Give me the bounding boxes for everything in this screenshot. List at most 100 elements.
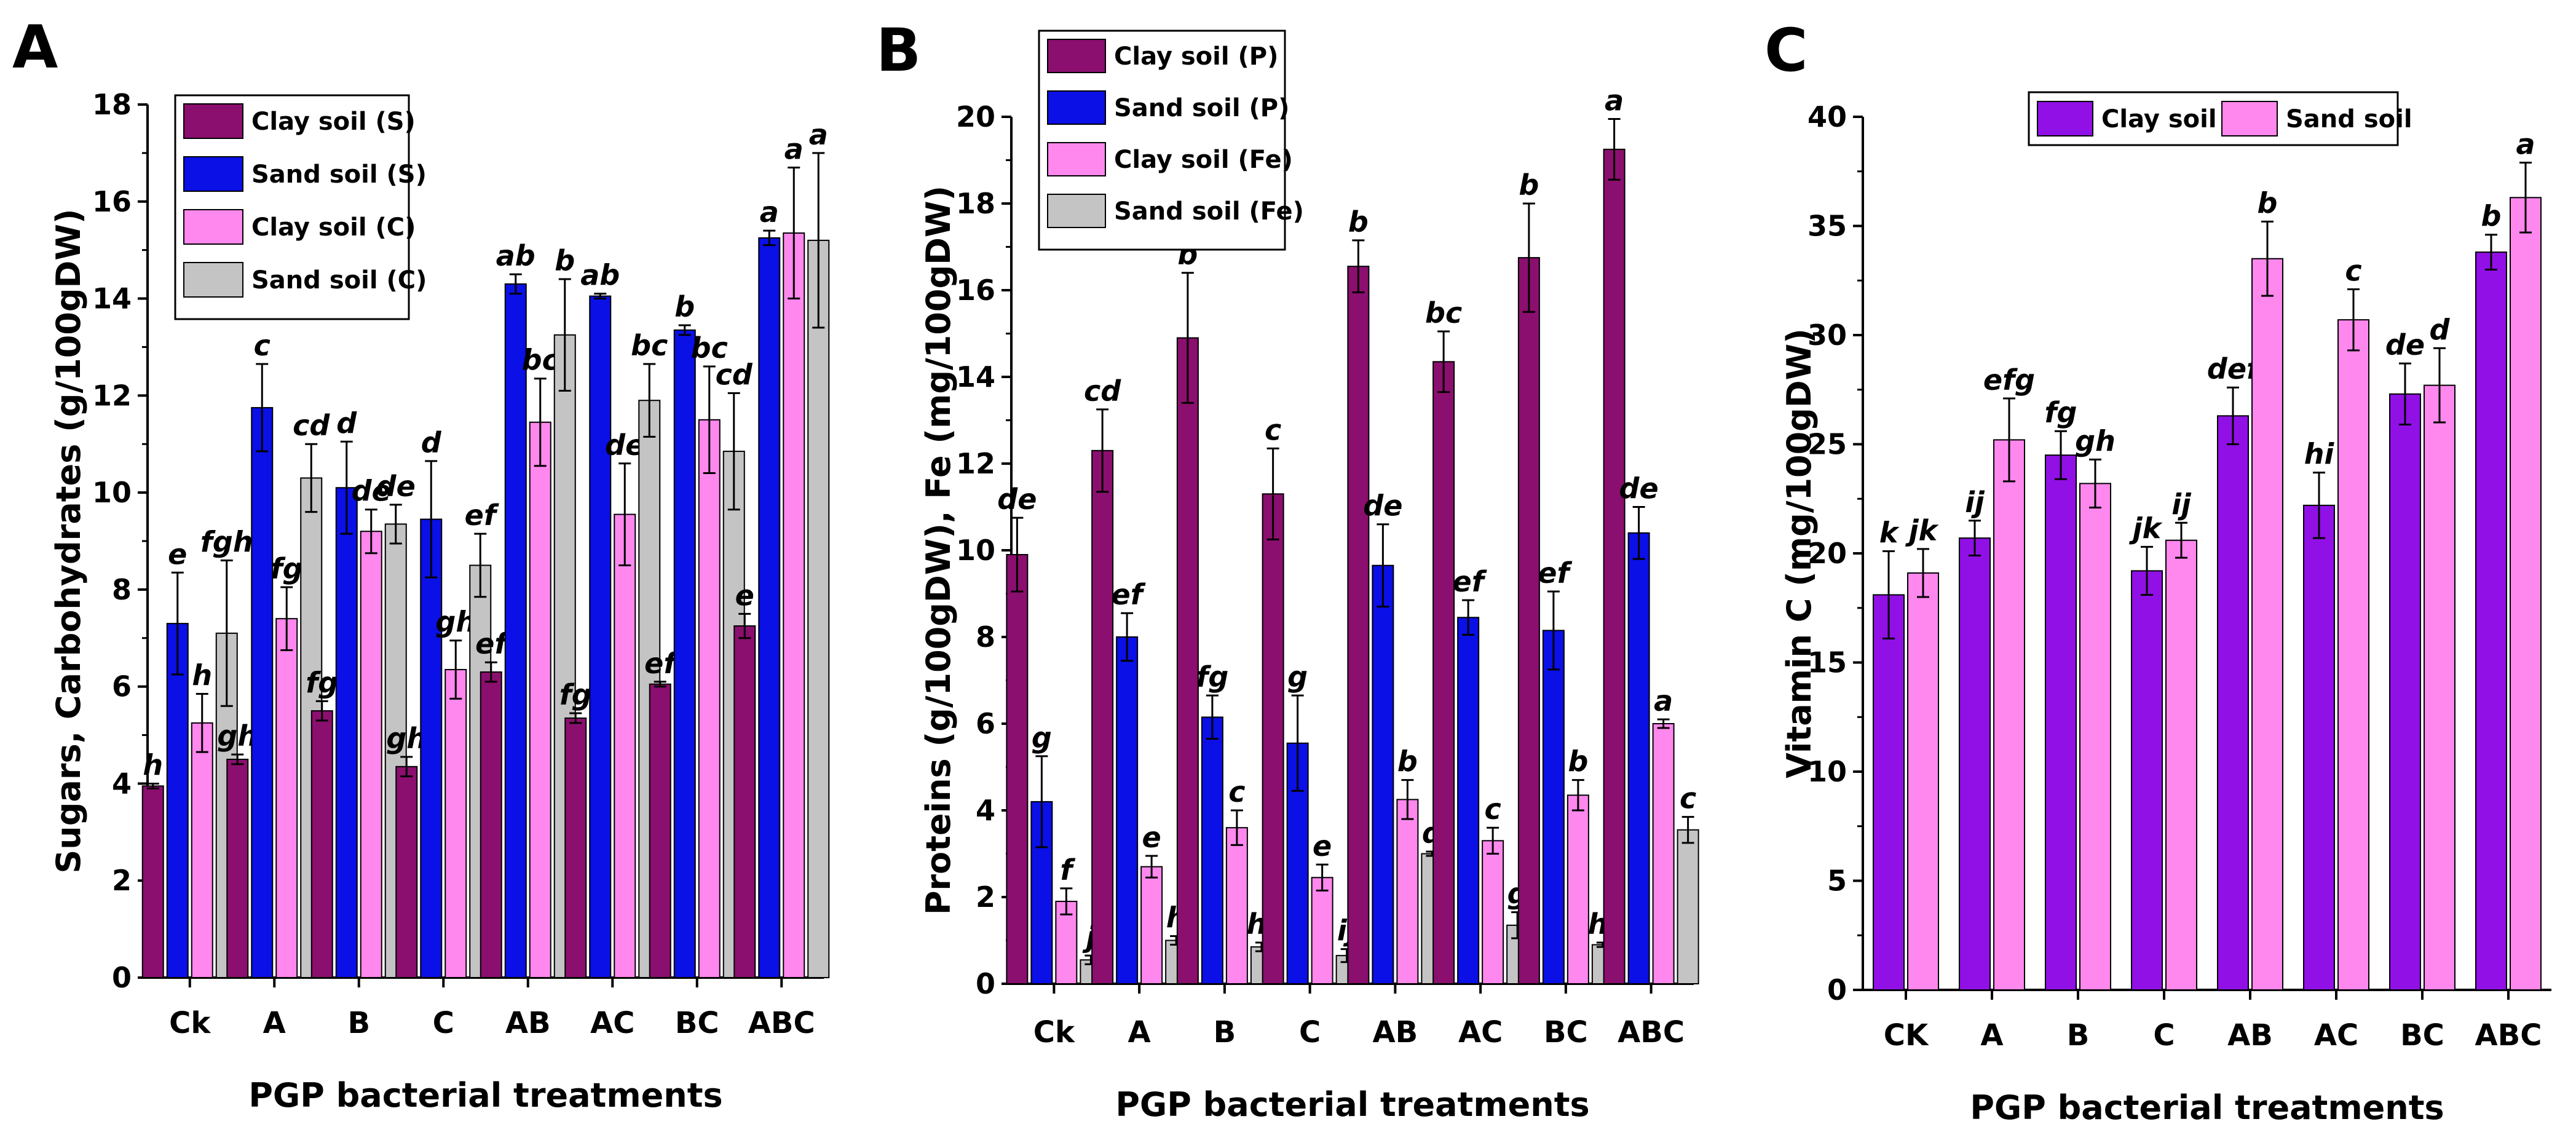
bar <box>2165 539 2197 991</box>
significance-label: gh <box>2075 424 2116 457</box>
bar <box>2045 454 2077 991</box>
y-tick-label: 25 <box>1808 428 1847 461</box>
bar <box>1030 801 1053 985</box>
bar <box>191 722 213 979</box>
bar <box>529 421 551 978</box>
significance-label: ef <box>1538 556 1572 590</box>
bar <box>807 239 830 978</box>
y-tick-label: 0 <box>1827 973 1847 1007</box>
y-tick-label: 5 <box>1827 864 1847 898</box>
significance-label: ab <box>580 259 620 292</box>
bar <box>1652 723 1675 984</box>
x-axis-title: PGP bacterial treatments <box>1115 1085 1589 1124</box>
bar <box>310 710 333 978</box>
significance-label: a <box>1605 84 1624 117</box>
bar <box>275 618 298 978</box>
bar <box>1457 617 1480 984</box>
significance-label: c <box>1484 793 1501 826</box>
y-tick-label: 15 <box>1808 646 1847 679</box>
significance-label: cd <box>293 409 330 442</box>
significance-label: ij <box>2171 488 2192 521</box>
significance-label: jk <box>1905 514 1939 547</box>
y-tick-label: 6 <box>976 707 995 740</box>
y-tick-label: 0 <box>112 961 132 994</box>
bar <box>733 625 756 978</box>
bar <box>1347 266 1370 985</box>
y-tick-label: 4 <box>112 767 132 800</box>
x-tick-label: C <box>433 1006 454 1040</box>
legend-label: Clay soil <box>2101 105 2217 133</box>
x-tick-label: ABC <box>2475 1018 2542 1053</box>
significance-label: e <box>1142 821 1161 854</box>
y-tick-label: 2 <box>112 864 132 897</box>
significance-label: de <box>997 483 1037 516</box>
bar <box>1396 799 1419 984</box>
significance-label: de <box>1363 489 1402 523</box>
bar <box>2510 197 2542 991</box>
significance-label: jk <box>2129 512 2163 545</box>
bar <box>1201 716 1223 985</box>
x-tick-label: A <box>1128 1015 1151 1050</box>
significance-label: de <box>376 470 416 503</box>
significance-label: cd <box>1084 374 1121 408</box>
bar <box>783 232 805 978</box>
bar <box>1542 630 1565 985</box>
bar <box>2079 483 2111 991</box>
x-tick-label: AB <box>2227 1018 2273 1053</box>
panel-letter: C <box>1764 16 1808 85</box>
significance-label: b <box>555 244 575 277</box>
y-tick-label: 18 <box>92 88 132 121</box>
legend-label: Sand soil (C) <box>251 266 427 295</box>
significance-label: b <box>2481 200 2502 233</box>
y-tick-label: 0 <box>976 967 995 1000</box>
significance-label: d <box>336 406 357 440</box>
x-tick-label: B <box>2067 1018 2090 1053</box>
bar <box>1311 877 1333 985</box>
chart-panel-b: B 0 2 4 6 8 10 12 14 16 18 20 Proteins (g/100gDW), F… <box>876 16 1699 1124</box>
legend-swatch <box>1047 90 1106 125</box>
bar <box>2424 384 2455 991</box>
x-tick-label: C <box>2153 1018 2175 1053</box>
y-tick-label: 2 <box>976 880 995 914</box>
y-tick-label: 8 <box>976 620 995 654</box>
bar <box>564 717 587 978</box>
x-tick-label: B <box>1214 1015 1236 1050</box>
bar <box>1567 794 1589 984</box>
panel-letter: B <box>876 16 921 85</box>
significance-label: b <box>2258 186 2278 220</box>
bar <box>166 623 189 978</box>
significance-label: fg <box>271 552 303 585</box>
y-tick-label: 16 <box>956 274 995 307</box>
legend-swatch <box>183 262 243 298</box>
significance-label: gh <box>386 722 427 755</box>
x-tick-label: A <box>1980 1018 2003 1053</box>
bar <box>1176 337 1199 984</box>
chart-panel-a: A 0 2 4 6 8 10 12 14 16 18 Sugars, Carbohydrates (g… <box>12 13 830 1115</box>
legend-swatch <box>183 156 243 192</box>
legend-swatch <box>1047 142 1106 176</box>
significance-label: bc <box>691 331 728 365</box>
bar <box>1959 537 1991 991</box>
bar <box>444 669 467 978</box>
x-tick-label: ABC <box>748 1006 815 1040</box>
y-tick-label: 40 <box>1808 100 1847 133</box>
bar <box>1677 829 1699 984</box>
legend-label: Clay soil (Fe) <box>1114 146 1293 174</box>
significance-label: b <box>1397 745 1418 778</box>
bar <box>2217 415 2249 991</box>
significance-label: fg <box>2045 396 2077 429</box>
legend-swatch <box>183 209 243 245</box>
bar <box>1907 572 1939 991</box>
x-tick-label: C <box>1299 1015 1321 1050</box>
significance-label: c <box>1228 775 1245 809</box>
x-axis-title: PGP bacterial treatments <box>1970 1088 2444 1127</box>
x-tick-label: BC <box>1544 1015 1588 1050</box>
y-tick-label: 10 <box>956 534 995 567</box>
significance-label: bc <box>1425 296 1462 330</box>
y-tick-label: 20 <box>956 100 995 133</box>
y-tick-label: 20 <box>1808 537 1847 570</box>
significance-label: ij <box>1965 486 1985 519</box>
x-tick-label: AB <box>1373 1015 1418 1050</box>
bar <box>141 785 164 979</box>
